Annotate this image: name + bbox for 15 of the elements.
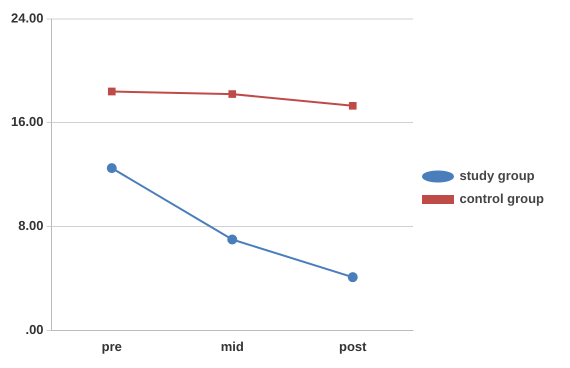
legend-label: control group <box>460 191 544 206</box>
x-tick-label: post <box>339 338 368 354</box>
y-tick-label: .00 <box>25 322 44 337</box>
point <box>106 163 117 174</box>
point <box>348 272 358 282</box>
x-tick-label: mid <box>220 338 244 354</box>
legend-label: study group <box>460 168 535 184</box>
y-tick-label: 24.00 <box>10 10 44 26</box>
point <box>108 88 116 96</box>
point <box>348 102 357 110</box>
point <box>228 90 236 98</box>
x-tick-label: pre <box>102 338 122 354</box>
y-tick-label: 16.00 <box>10 114 44 130</box>
point <box>227 234 238 245</box>
y-tick-label: 8.00 <box>18 218 44 234</box>
